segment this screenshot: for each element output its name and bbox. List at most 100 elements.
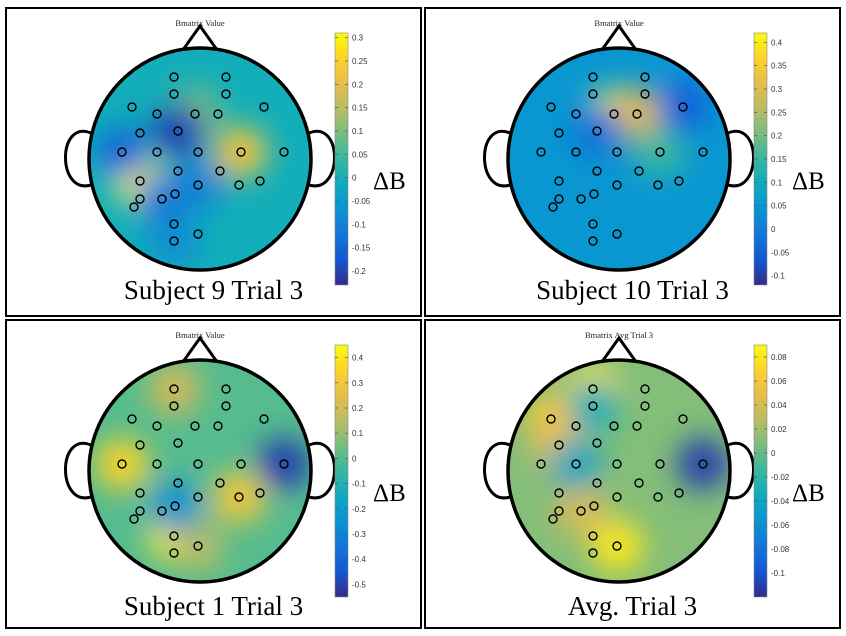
activation-blob [555,485,607,537]
left-ear-outline [64,441,92,500]
electrode-marker [592,166,602,176]
electrode-marker [588,89,598,99]
electrode-marker [213,421,223,431]
electrode-marker [571,147,581,157]
colorbar-tick-label: -0.4 [352,555,366,564]
activation-blob [149,480,201,532]
electrode-marker [678,102,688,112]
electrode-marker [612,541,622,551]
head-outline [506,46,732,272]
colorbar [753,344,768,598]
electrode-marker [127,102,137,112]
electrode-marker [117,459,127,469]
electrode-marker [169,384,179,394]
delta-b-label: ΔB [373,168,406,195]
electrode-marker [236,459,246,469]
delta-b-label: ΔB [792,168,825,195]
electrode-marker [193,492,203,502]
electrode-marker [234,180,244,190]
electrode-marker [571,459,581,469]
panel-caption: Subject 1 Trial 3 [123,591,304,621]
colorbar-tick-label: 0 [352,174,357,183]
colorbar-tick-label: -0.2 [352,505,366,514]
electrode-marker [215,478,225,488]
electrode-marker [169,531,179,541]
electrode-marker [193,147,203,157]
electrode-marker [536,147,546,157]
head-outline [506,358,732,584]
electrode-marker [698,147,708,157]
electrode-marker [588,219,598,229]
electrode-marker [588,531,598,541]
electrode-marker [135,176,145,186]
panel-average: Bmatrix Avg Trial 3 0.08 0.06 0.04 0.02 0 -0.0… [424,319,841,629]
colorbar-tick-label: 0.15 [771,155,787,164]
electrode-marker [173,478,183,488]
panel-subject-1: Bmatrix Value 0.4 0.3 0.2 0.1 0 -0.1 -0.2 -0.3 -0… [5,319,422,629]
activation-blob [152,105,204,157]
scalp-map [508,48,730,270]
electrode-marker [640,384,650,394]
electrode-marker [655,459,665,469]
electrode-marker [698,459,708,469]
electrode-marker [548,202,558,212]
colorbar-tick-label: 0.2 [352,404,364,413]
colorbar-tick-label: 0.4 [352,354,364,363]
colorbar-tick-label: -0.3 [352,530,366,539]
nose-outline [178,335,222,367]
colorbar-tick-label: 0 [352,454,357,463]
activation-blob [215,126,267,178]
electrode-marker [655,147,665,157]
scalp-background [89,360,311,582]
electrode-marker [221,401,231,411]
electrode-marker [576,506,586,516]
activation-blob [172,520,224,572]
electrode-marker [255,176,265,186]
nose-outline [597,335,641,367]
topoplot: Bmatrix Value 0.4 0.3 0.2 0.1 0 -0.1 -0.2 -0.3 -0… [64,330,406,598]
electrode-marker [640,89,650,99]
electrode-marker [170,501,180,511]
electrode-marker [674,176,684,186]
topoplot: Bmatrix Value 0.3 0.25 0.2 0.15 0.1 0.05 0 -0.05… [64,18,406,286]
electrode-marker [609,421,619,431]
electrode-marker [215,166,225,176]
electrode-marker [588,384,598,394]
electrode-marker [193,541,203,551]
colorbar-tick-label: 0.35 [771,62,787,71]
electrode-marker [152,109,162,119]
scalp-map [508,360,730,582]
colorbar-tick-label: 0.1 [352,127,364,136]
plot-title: Bmatrix Value [175,330,224,340]
right-ear-outline [727,441,755,500]
colorbar-tick-label: -0.05 [352,197,371,206]
colorbar-tick-label: -0.05 [771,248,790,257]
electrode-marker [653,492,663,502]
delta-b-label: ΔB [792,480,825,507]
electrode-marker [236,147,246,157]
panel-subject-9: Bmatrix Value 0.3 0.25 0.2 0.15 0.1 0.05 0 -0.05… [5,7,422,317]
colorbar-tick-label: 0 [771,225,776,234]
left-ear-outline [483,441,511,500]
activation-blob [148,215,200,267]
electrode-marker [612,492,622,502]
electrode-marker [157,506,167,516]
electrode-marker [612,459,622,469]
colorbar [334,32,349,286]
colorbar-tick-label: -0.02 [771,473,790,482]
electrode-marker [592,438,602,448]
activation-blob [213,471,265,523]
electrode-marker [554,128,564,138]
electrode-marker [259,102,269,112]
colorbar-tick-label: -0.15 [352,244,371,253]
left-ear-outline [483,129,511,188]
panel-caption: Avg. Trial 3 [567,591,698,621]
electrode-marker [612,180,622,190]
electrode-marker [152,147,162,157]
electrode-marker [169,236,179,246]
electrode-marker [588,72,598,82]
plot-title: Bmatrix Value [175,18,224,28]
colorbar-tick-label: 0.2 [352,80,364,89]
electrode-marker [632,109,642,119]
electrode-marker [674,488,684,498]
